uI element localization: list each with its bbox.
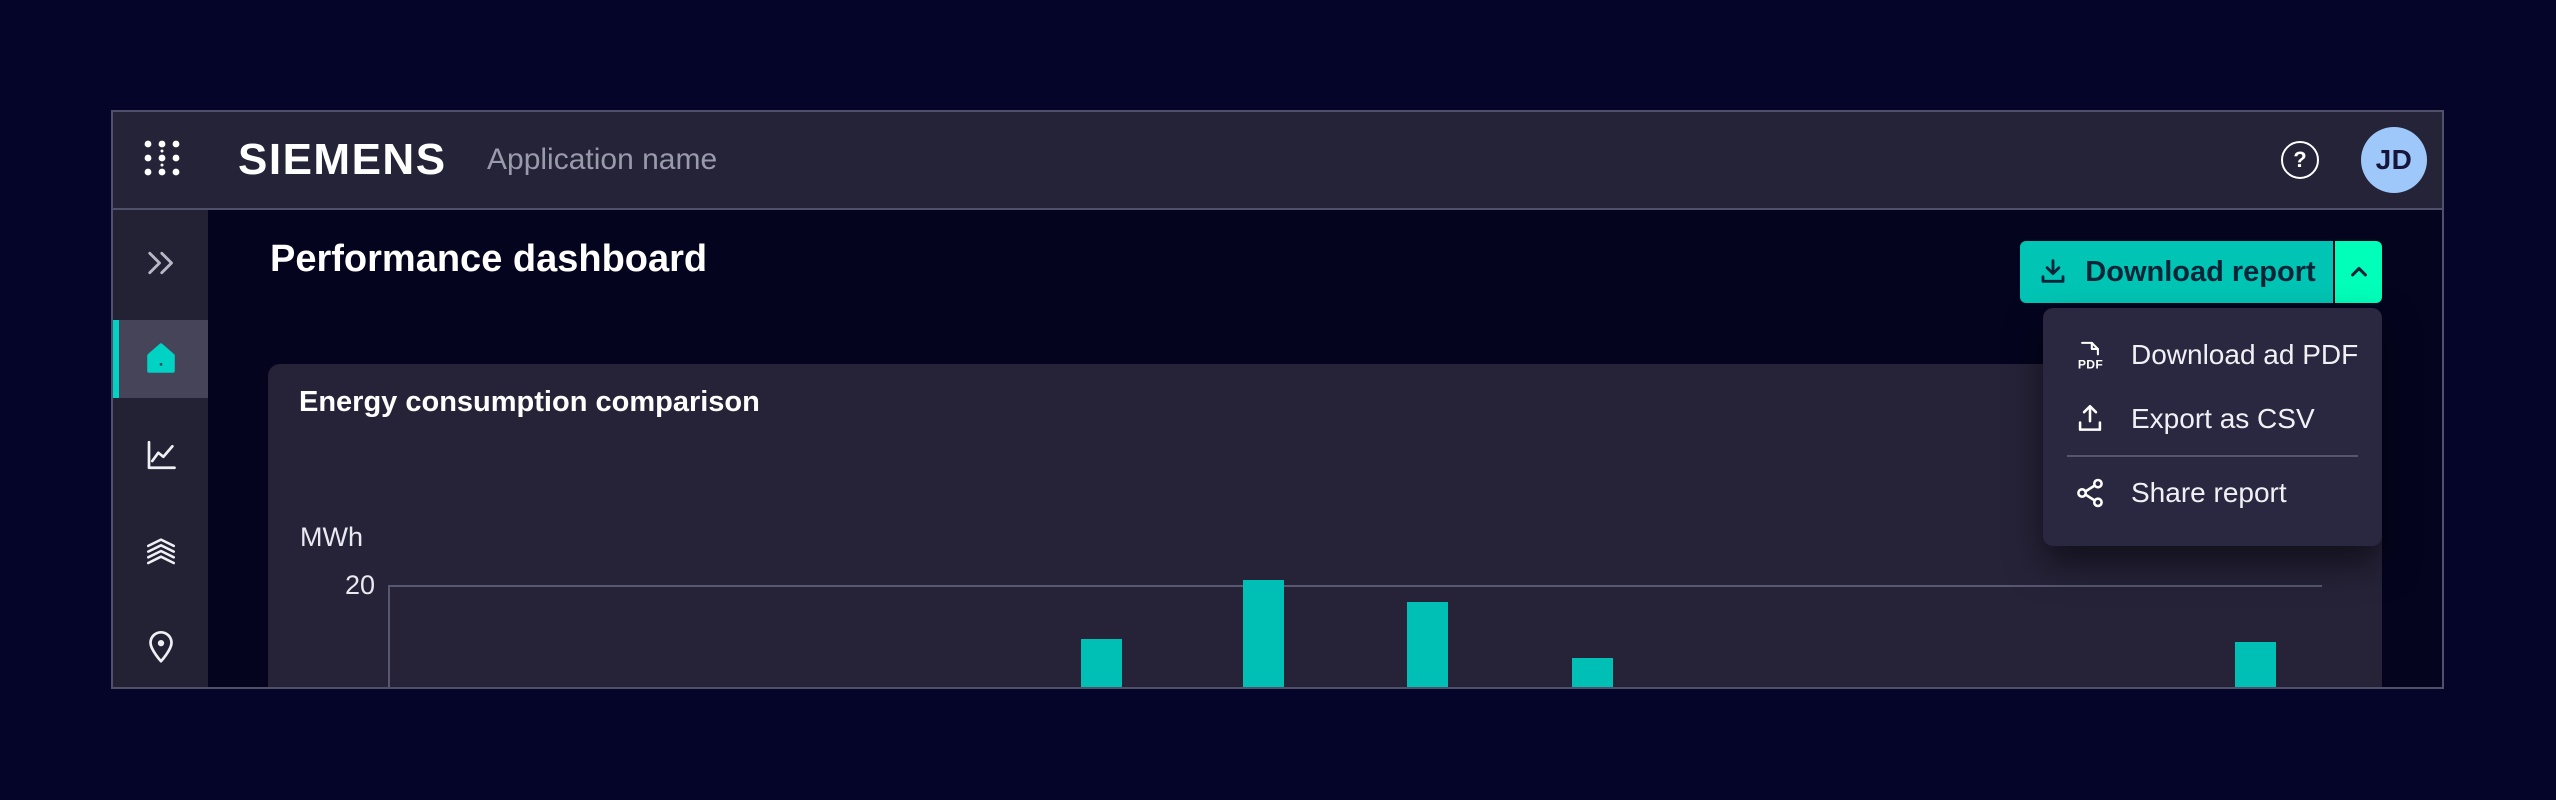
bar [1243, 580, 1284, 687]
sidebar-item-home[interactable] [113, 320, 208, 398]
bar [1081, 639, 1122, 687]
siemens-logo: SIEMENS [238, 135, 447, 184]
sidebar-item-layers[interactable] [113, 512, 208, 590]
chart-title: Energy consumption comparison [299, 386, 760, 418]
avatar[interactable]: JD [2361, 127, 2427, 193]
menu-item-export-csv[interactable]: Export as CSV [2043, 387, 2382, 451]
app-window: SIEMENS Application name ? JD [111, 110, 2444, 689]
y-axis-line [388, 585, 390, 687]
menu-item-download-pdf[interactable]: PDF Download ad PDF [2043, 323, 2382, 387]
page-title: Performance dashboard [270, 238, 708, 280]
home-icon [142, 340, 180, 378]
download-report-label: Download report [2085, 255, 2316, 288]
sidebar-collapse-button[interactable] [113, 224, 208, 302]
sidebar-item-analytics[interactable] [113, 416, 208, 494]
energy-chart-card: Energy consumption comparison MWh 20 [268, 364, 2382, 687]
avatar-initials: JD [2375, 144, 2413, 175]
help-glyph: ? [2293, 147, 2307, 172]
export-icon [2073, 402, 2107, 436]
menu-item-label: Share report [2131, 477, 2287, 508]
pdf-file-icon: PDF [2073, 338, 2107, 372]
app-grid-dots-icon[interactable] [143, 139, 181, 177]
chevron-up-icon [2345, 258, 2373, 286]
sidebar-item-locations[interactable] [113, 608, 208, 686]
bar [2235, 642, 2276, 687]
app-header: SIEMENS Application name ? JD [113, 112, 2442, 210]
layers-icon [143, 533, 179, 569]
bar [1407, 602, 1448, 687]
help-icon[interactable]: ? [2281, 141, 2319, 179]
bar [1572, 657, 1613, 687]
share-icon [2073, 476, 2107, 510]
gridline-20 [388, 585, 2322, 587]
download-options-menu: PDF Download ad PDF Export as CSV Share … [2043, 308, 2382, 546]
download-report-button[interactable]: Download report [2020, 241, 2333, 303]
menu-item-label: Download ad PDF [2131, 339, 2359, 370]
y-axis-unit-label: MWh [300, 522, 363, 552]
svg-text:PDF: PDF [2078, 357, 2103, 371]
line-chart-icon [143, 437, 179, 473]
download-icon [2037, 256, 2069, 288]
sidebar [113, 210, 208, 687]
application-name: Application name [487, 143, 718, 176]
menu-item-share-report[interactable]: Share report [2043, 461, 2382, 525]
menu-divider [2067, 455, 2358, 457]
location-pin-icon [143, 629, 179, 665]
download-report-split-button: Download report [2020, 241, 2382, 303]
double-chevron-right-icon [143, 245, 179, 281]
menu-item-label: Export as CSV [2131, 403, 2315, 434]
download-options-toggle[interactable] [2335, 241, 2382, 303]
y-axis-tick-20: 20 [344, 570, 375, 600]
